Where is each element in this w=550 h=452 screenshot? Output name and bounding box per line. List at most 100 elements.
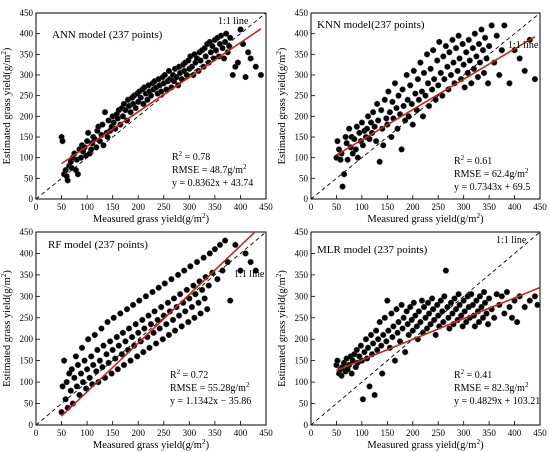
data-point <box>245 49 252 56</box>
x-tick-label: 300 <box>457 428 471 438</box>
data-point <box>464 69 471 77</box>
data-point <box>85 129 92 136</box>
data-point <box>403 308 410 315</box>
data-point <box>364 344 372 351</box>
data-point <box>98 325 105 332</box>
data-point <box>435 82 442 89</box>
data-point <box>186 295 193 302</box>
data-point <box>137 94 144 101</box>
one-to-one-line <box>311 13 540 199</box>
data-point <box>410 299 417 306</box>
panel-4: 0 50 100 150 200 250 300 350 400 450 0 50 100 150 200 2… <box>274 227 548 451</box>
data-point <box>237 26 244 33</box>
y-tick-label: 200 <box>20 334 34 344</box>
data-point <box>103 351 110 358</box>
data-point <box>444 63 451 70</box>
data-point <box>369 109 377 116</box>
data-point <box>101 109 109 116</box>
x-tick-label: 300 <box>183 428 197 438</box>
plot-area <box>311 13 540 199</box>
rmse-label: RMSE = 48.7g/m2 <box>172 163 247 176</box>
data-point <box>526 297 533 304</box>
y-tick-label: 250 <box>295 91 309 101</box>
data-point <box>166 308 174 315</box>
data-point <box>348 370 355 377</box>
plot-frame <box>310 12 541 200</box>
data-point <box>100 342 107 349</box>
rmse-label: RMSE = 82.3g/m2 <box>454 381 529 394</box>
data-point <box>491 314 498 321</box>
plot-frame <box>310 231 541 426</box>
panel-title: RF model (237 points) <box>48 239 148 251</box>
data-point <box>192 291 199 298</box>
data-point <box>375 117 382 124</box>
data-point <box>94 346 101 354</box>
data-point <box>141 325 148 332</box>
data-point <box>479 314 487 321</box>
data-point <box>484 321 492 328</box>
data-point <box>88 353 95 360</box>
y-tick-label: 450 <box>295 8 309 18</box>
y-tick-label: 400 <box>295 29 309 39</box>
data-point <box>247 258 254 266</box>
data-point <box>378 107 385 114</box>
x-axis-label: Measured grass yield(g/m2) <box>93 437 210 452</box>
data-point <box>61 357 68 364</box>
data-point <box>422 92 429 99</box>
data-point <box>405 113 412 120</box>
x-tick-label: 400 <box>234 202 248 212</box>
data-point <box>414 76 421 83</box>
data-point <box>132 104 139 112</box>
data-point <box>373 138 380 145</box>
data-point <box>498 47 505 54</box>
data-point <box>161 71 168 79</box>
data-point <box>362 336 370 343</box>
data-point <box>440 318 447 326</box>
rmse-label: RMSE = 55.28g/m2 <box>170 381 250 394</box>
data-point <box>521 303 528 311</box>
data-point <box>67 387 74 394</box>
y-tick-label: 100 <box>295 377 309 387</box>
data-point <box>338 372 345 379</box>
data-point <box>471 30 478 37</box>
data-point <box>242 73 249 81</box>
equation-label: y = 0.8362x + 43.74 <box>172 178 253 189</box>
data-point <box>344 156 351 163</box>
y-tick-label: 150 <box>295 132 309 142</box>
data-point <box>216 241 224 248</box>
data-point <box>359 396 367 403</box>
y-tick-label: 0 <box>29 420 34 430</box>
x-tick-label: 50 <box>57 202 67 212</box>
data-point <box>459 323 466 330</box>
data-point <box>182 308 189 315</box>
data-point <box>403 71 410 79</box>
data-point <box>503 288 511 296</box>
data-point <box>73 383 80 390</box>
data-point <box>234 59 241 66</box>
data-point <box>130 301 137 309</box>
data-point <box>481 299 489 306</box>
data-point <box>214 276 221 283</box>
data-point <box>422 314 429 321</box>
data-point <box>211 246 218 253</box>
data-point <box>378 342 385 349</box>
data-point <box>113 333 120 341</box>
y-tick-label: 300 <box>20 70 34 80</box>
data-point <box>435 312 442 319</box>
data-point <box>493 32 500 39</box>
data-point <box>109 346 116 354</box>
data-point <box>455 291 462 298</box>
data-point <box>151 308 158 315</box>
data-point <box>409 121 416 128</box>
data-point <box>469 45 476 52</box>
r-squared-label: R2 = 0.72 <box>170 368 208 381</box>
data-point <box>59 383 66 390</box>
data-point <box>473 53 480 60</box>
y-axis-label: Estimated grass yield(g/m2) <box>0 270 13 387</box>
panel-1: 0 50 100 150 200 250 300 350 400 450 0 50 100 150 200 2… <box>0 8 273 225</box>
one-to-one-label: 1:1 line <box>508 40 539 51</box>
data-point <box>385 327 392 334</box>
x-tick-label: 100 <box>80 428 94 438</box>
data-point <box>394 329 401 336</box>
y-tick-label: 50 <box>299 399 309 409</box>
